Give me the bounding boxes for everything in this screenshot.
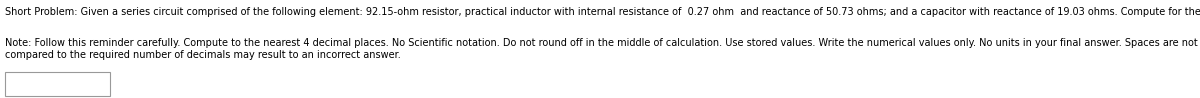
Text: Note: Follow this reminder carefully. Compute to the nearest 4 decimal places. N: Note: Follow this reminder carefully. Co… [5, 38, 1200, 48]
Text: Short Problem: Given a series circuit comprised of the following element: 92.15-: Short Problem: Given a series circuit co… [5, 7, 1200, 17]
Text: compared to the required number of decimals may result to an incorrect answer.: compared to the required number of decim… [5, 50, 401, 60]
Bar [5, 72, 110, 96]
